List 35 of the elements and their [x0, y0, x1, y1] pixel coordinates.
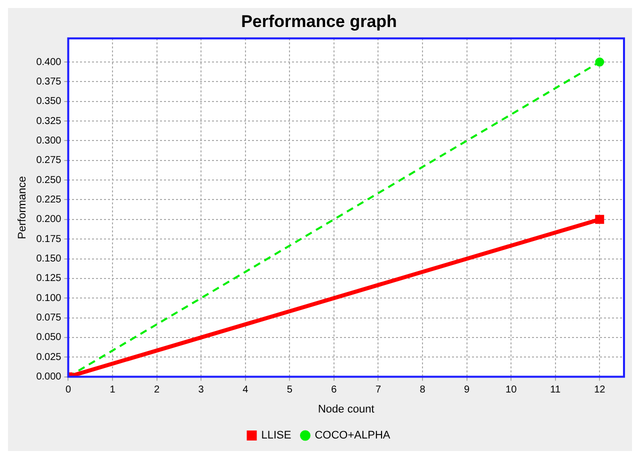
legend-label: COCO+ALPHA [314, 430, 391, 442]
x-tick-label: 0 [65, 384, 72, 396]
x-tick-label: 11 [550, 384, 561, 396]
y-tick-label: 0.325 [36, 116, 62, 127]
y-tick-label: 0.225 [36, 194, 62, 206]
x-tick-label: 1 [110, 384, 116, 396]
y-tick-label: 0.100 [36, 292, 62, 304]
x-tick-label: 4 [242, 384, 249, 396]
x-tick-label: 5 [286, 384, 293, 396]
x-tick-label: 7 [375, 384, 382, 396]
x-tick-label: 10 [506, 384, 518, 396]
y-tick-label: 0.150 [36, 254, 62, 265]
y-tick-label: 0.050 [36, 332, 62, 344]
y-tick-label: 0.125 [36, 273, 62, 284]
y-tick-label: 0.275 [36, 155, 62, 166]
y-tick-label: 0.400 [36, 56, 62, 68]
y-tick-label: 0.000 [36, 372, 62, 383]
y-tick-label: 0.375 [36, 76, 62, 88]
y-axis-title: Performance [16, 176, 29, 240]
y-tick-label: 0.250 [36, 174, 62, 186]
y-tick-label: 0.200 [36, 214, 62, 226]
legend-label: LLISE [261, 430, 292, 442]
x-tick-label: 6 [331, 384, 338, 396]
y-tick-label: 0.350 [36, 96, 62, 108]
y-tick-label: 0.025 [36, 352, 62, 363]
x-tick-label: 2 [154, 384, 160, 396]
x-axis-title: Node count [318, 403, 374, 416]
x-tick-label: 9 [464, 384, 470, 396]
y-tick-label: 0.175 [36, 234, 62, 245]
x-tick-label: 12 [594, 384, 606, 396]
x-tick-label: 3 [198, 384, 204, 396]
chart-title: Performance graph [241, 12, 397, 31]
x-tick-label: 8 [420, 384, 426, 396]
y-tick-label: 0.300 [36, 135, 62, 146]
y-tick-label: 0.075 [36, 312, 62, 324]
